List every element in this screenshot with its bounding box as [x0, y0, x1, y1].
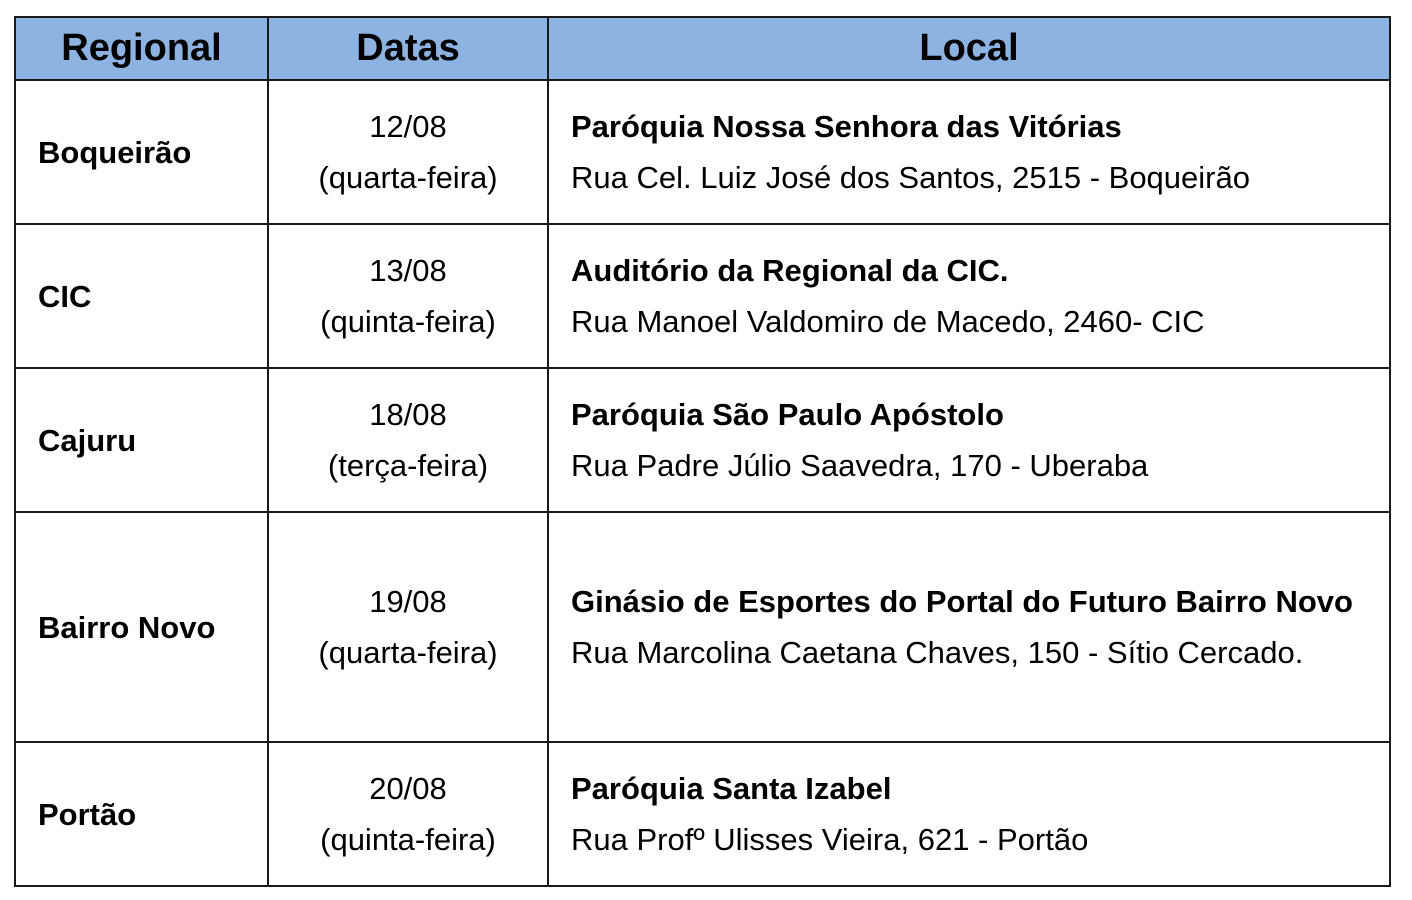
regional-cell: Portão	[14, 741, 269, 887]
table-row: Portão 20/08 (quinta-feira) Paróquia Santa …	[14, 741, 1391, 887]
regional-cell: Cajuru	[14, 367, 269, 513]
local-cell: Paróquia Nossa Senhora das Vitórias Rua C…	[547, 79, 1391, 225]
weekday: (quarta-feira)	[318, 160, 498, 195]
date: 19/08	[369, 584, 447, 619]
date: 13/08	[369, 253, 447, 288]
date-cell: 20/08 (quinta-feira)	[267, 741, 549, 887]
header-datas: Datas	[267, 16, 549, 81]
table-row: Bairro Novo 19/08 (quarta-feira) Ginásio de…	[14, 511, 1391, 743]
table-row: Boqueirão 12/08 (quarta-feira) Paróquia Nos…	[14, 79, 1391, 225]
header-row: Regional Datas Local	[14, 16, 1391, 81]
date: 12/08	[369, 109, 447, 144]
weekday: (quinta-feira)	[320, 822, 496, 857]
regional-cell: CIC	[14, 223, 269, 369]
date-cell: 13/08 (quinta-feira)	[267, 223, 549, 369]
place-name: Paróquia São Paulo Apóstolo	[571, 397, 1004, 432]
date: 18/08	[369, 397, 447, 432]
regional-cell: Bairro Novo	[14, 511, 269, 743]
table-row: Cajuru 18/08 (terça-feira) Paróquia São Pau…	[14, 367, 1391, 513]
weekday: (terça-feira)	[327, 448, 489, 483]
header-regional: Regional	[14, 16, 269, 81]
local-cell: Paróquia São Paulo Apóstolo Rua Padre Júl…	[547, 367, 1391, 513]
header-local: Local	[547, 16, 1391, 81]
date-cell: 12/08 (quarta-feira)	[267, 79, 549, 225]
local-cell: Paróquia Santa Izabel Rua Profº Ulisses V…	[547, 741, 1391, 887]
date-cell: 19/08 (quarta-feira)	[267, 511, 549, 743]
place-name: Paróquia Nossa Senhora das Vitórias	[571, 109, 1122, 144]
table-row: CIC 13/08 (quinta-feira) Auditório da Regio…	[14, 223, 1391, 369]
address: Rua Manoel Valdomiro de Macedo, 2460- CI…	[571, 304, 1205, 339]
address: Rua Marcolina Caetana Chaves, 150 - Síti…	[571, 635, 1304, 670]
address: Rua Cel. Luiz José dos Santos, 2515 - Bo…	[571, 160, 1250, 195]
weekday: (quarta-feira)	[318, 635, 498, 670]
place-name: Paróquia Santa Izabel	[571, 771, 892, 806]
place-name: Auditório da Regional da CIC.	[571, 253, 1009, 288]
regional-cell: Boqueirão	[14, 79, 269, 225]
schedule-table: Regional Datas Local Boqueirão 12/08 (quar…	[14, 16, 1391, 887]
local-cell: Ginásio de Esportes do Portal do Futuro …	[547, 511, 1391, 743]
address: Rua Padre Júlio Saavedra, 170 - Uberaba	[571, 448, 1149, 483]
local-cell: Auditório da Regional da CIC. Rua Manoel …	[547, 223, 1391, 369]
weekday: (quinta-feira)	[320, 304, 496, 339]
address: Rua Profº Ulisses Vieira, 621 - Portão	[571, 822, 1089, 857]
place-name: Ginásio de Esportes do Portal do Futuro …	[571, 584, 1353, 619]
date-cell: 18/08 (terça-feira)	[267, 367, 549, 513]
date: 20/08	[369, 771, 447, 806]
